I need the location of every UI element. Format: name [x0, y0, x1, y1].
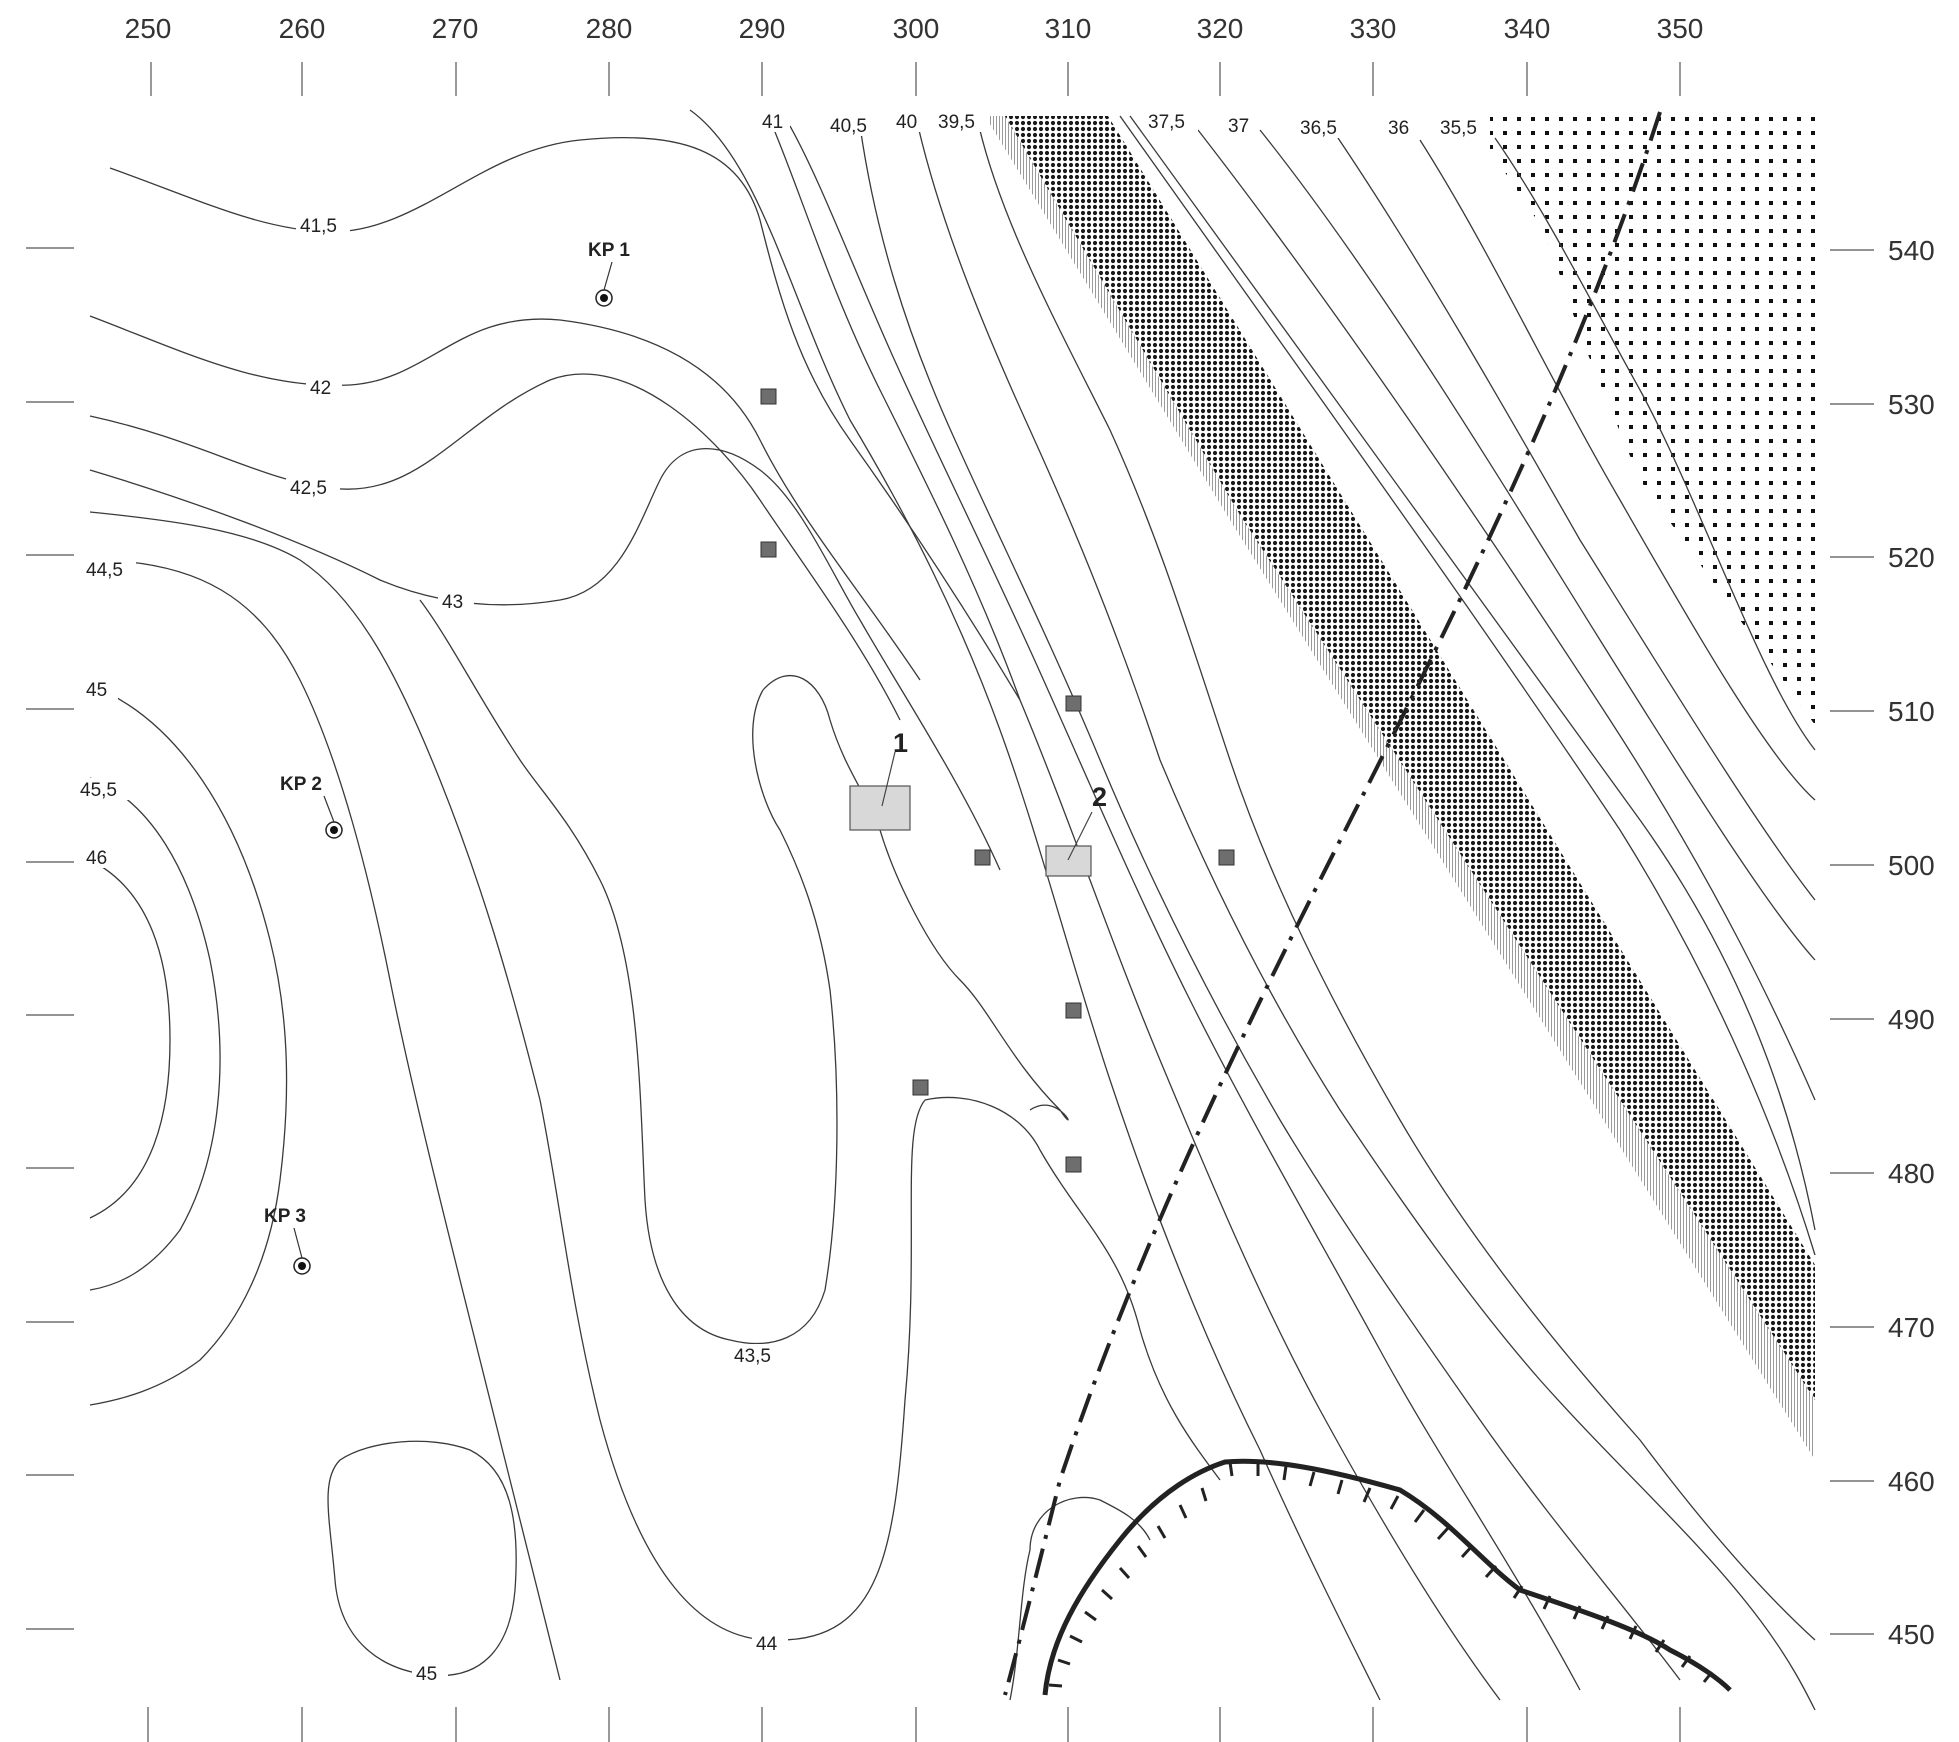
y-label-480: 480: [1888, 1158, 1935, 1189]
x-label-310: 310: [1045, 13, 1092, 44]
x-label-270: 270: [432, 13, 479, 44]
survey-marker: [1065, 695, 1082, 712]
survey-marker: [760, 541, 777, 558]
contour-label-44: 44: [756, 1634, 778, 1655]
y-axis-labels: 540 530 520 510 500 490 480 470 460 450: [1888, 235, 1935, 1650]
survey-marker: [974, 849, 991, 866]
contour-label-36: 36: [1388, 118, 1409, 139]
contour-label-45-5: 45,5: [80, 780, 117, 801]
grid-ticks: [26, 62, 1874, 1742]
y-label-490: 490: [1888, 1004, 1935, 1035]
contour-label-36-5: 36,5: [1300, 118, 1337, 139]
contour-label-41: 41: [762, 112, 783, 133]
survey-marker: [1065, 1156, 1082, 1173]
control-point-kp1: KP 1: [588, 240, 630, 307]
x-label-320: 320: [1197, 13, 1244, 44]
building-1-label: 1: [893, 728, 908, 758]
kp2-label: KP 2: [280, 774, 322, 795]
y-label-540: 540: [1888, 235, 1935, 266]
contour-label-44-5: 44,5: [86, 560, 123, 581]
x-label-280: 280: [586, 13, 633, 44]
contour-label-42: 42: [310, 378, 331, 399]
x-label-330: 330: [1350, 13, 1397, 44]
y-label-520: 520: [1888, 542, 1935, 573]
x-label-260: 260: [279, 13, 326, 44]
kp1-label: KP 1: [588, 240, 630, 261]
x-label-290: 290: [739, 13, 786, 44]
building-1: 1: [849, 728, 911, 831]
contour-lines: [89, 109, 1816, 1711]
x-label-340: 340: [1504, 13, 1551, 44]
survey-markers: [760, 388, 1235, 1173]
contour-label-39-5: 39,5: [938, 112, 975, 133]
contour-label-41-5: 41,5: [300, 216, 337, 237]
contour-label-35-5: 35,5: [1440, 118, 1477, 139]
slope-line: [1042, 1458, 1732, 1696]
dotted-area: [1490, 116, 1815, 725]
y-label-510: 510: [1888, 696, 1935, 727]
y-label-470: 470: [1888, 1312, 1935, 1343]
survey-marker: [1065, 1002, 1082, 1019]
survey-marker: [760, 388, 777, 405]
y-label-450: 450: [1888, 1619, 1935, 1650]
contour-label-37-5: 37,5: [1148, 112, 1185, 133]
survey-marker: [1218, 849, 1235, 866]
control-point-kp2: KP 2: [280, 774, 343, 839]
x-label-250: 250: [125, 13, 172, 44]
contour-label-40-5: 40,5: [830, 116, 867, 137]
control-point-kp3: KP 3: [264, 1206, 311, 1275]
contour-label-43: 43: [442, 592, 463, 613]
x-label-350: 350: [1657, 13, 1704, 44]
kp3-label: KP 3: [264, 1206, 306, 1227]
light-hatched-band: [985, 116, 1815, 1460]
contour-label-45-left: 45: [86, 680, 107, 701]
y-label-460: 460: [1888, 1466, 1935, 1497]
building-2-label: 2: [1092, 782, 1107, 812]
contour-label-group: 41 40,5 40 39,5 37,5 37 36,5 36 35,5 41,…: [76, 110, 1490, 1685]
x-axis-labels: 250 260 270 280 290 300 310 320 330 340 …: [125, 13, 1704, 44]
contour-label-46: 46: [86, 848, 107, 869]
y-label-500: 500: [1888, 850, 1935, 881]
contour-label-40: 40: [896, 112, 917, 133]
contour-label-42-5: 42,5: [290, 478, 327, 499]
contour-label-37: 37: [1228, 116, 1249, 137]
x-label-300: 300: [893, 13, 940, 44]
contour-label-43-5: 43,5: [734, 1346, 771, 1367]
dense-dotted-band: [1005, 116, 1815, 1400]
contour-label-45-bottom: 45: [416, 1664, 437, 1685]
y-label-530: 530: [1888, 389, 1935, 420]
building-2: 2: [1045, 782, 1107, 877]
survey-marker: [912, 1079, 929, 1096]
